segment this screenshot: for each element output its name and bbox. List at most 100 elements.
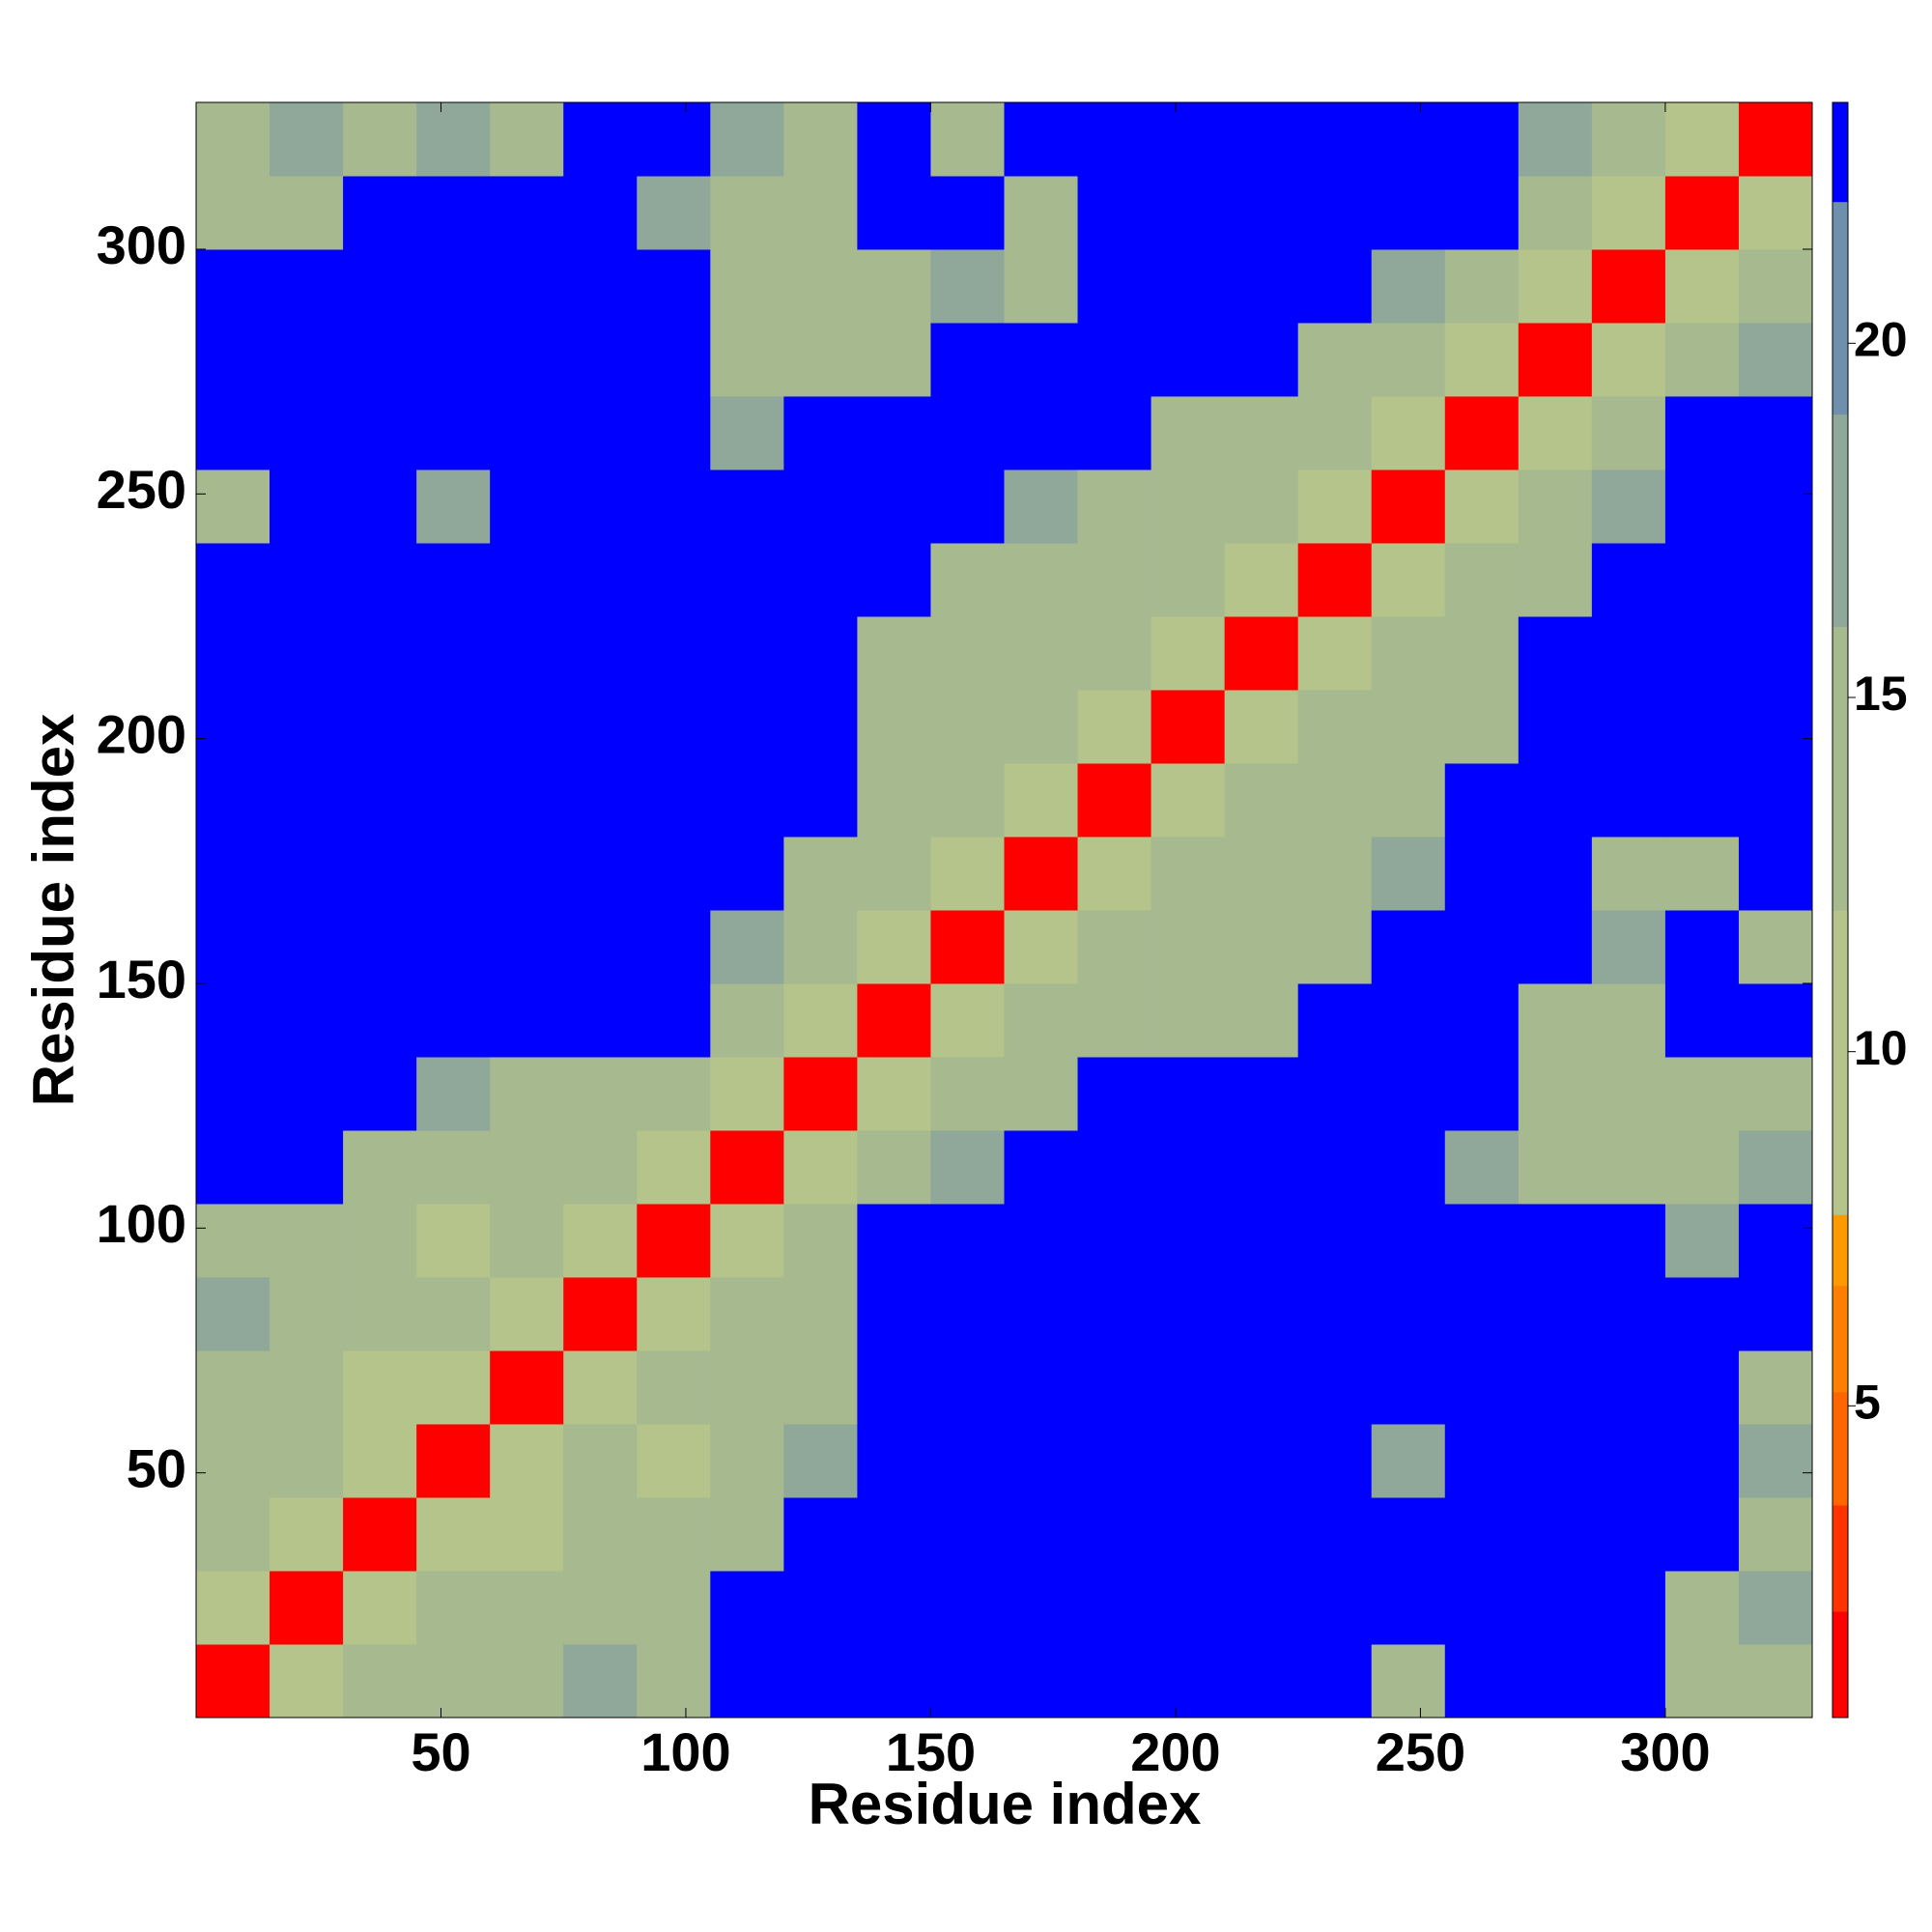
- heatmap-cell: [490, 837, 564, 911]
- heatmap-cell: [1151, 910, 1226, 984]
- heatmap-cell: [783, 102, 858, 177]
- colorbar-band: [1833, 1285, 1848, 1393]
- heatmap-cell: [857, 983, 931, 1058]
- heatmap-cell: [270, 543, 344, 617]
- colorbar-band: [1833, 1214, 1848, 1287]
- heatmap-cell: [637, 690, 711, 764]
- heatmap-cell: [1224, 249, 1299, 324]
- heatmap-cell: [857, 910, 931, 984]
- heatmap-cell: [710, 1277, 784, 1351]
- heatmap-cell: [343, 249, 417, 324]
- heatmap-cell: [1077, 102, 1152, 177]
- heatmap-cell: [1738, 1424, 1813, 1498]
- heatmap-cell: [1664, 616, 1740, 691]
- heatmap-cell: [1151, 1644, 1226, 1719]
- heatmap-cell: [563, 1204, 638, 1278]
- heatmap-cell: [1004, 1644, 1079, 1719]
- heatmap-cell: [343, 543, 417, 617]
- heatmap-cell: [1591, 249, 1666, 324]
- heatmap-cell: [490, 983, 564, 1058]
- heatmap-cell: [1591, 102, 1666, 177]
- heatmap-cell: [783, 1130, 858, 1205]
- heatmap-cell: [637, 102, 711, 177]
- heatmap-cell: [343, 837, 417, 911]
- heatmap-cell: [490, 176, 564, 250]
- heatmap-cell: [857, 837, 931, 911]
- heatmap-cell: [857, 176, 931, 250]
- heatmap-cell: [1224, 690, 1299, 764]
- heatmap-cell: [1371, 1277, 1446, 1351]
- heatmap-cell: [1664, 1277, 1740, 1351]
- heatmap-cell: [1591, 1057, 1666, 1131]
- heatmap-cell: [857, 1497, 931, 1572]
- heatmap-cell: [490, 1277, 564, 1351]
- heatmap-cell: [196, 323, 270, 397]
- heatmap-cell: [196, 1277, 270, 1351]
- heatmap-cell: [416, 1057, 491, 1131]
- heatmap-cell: [1004, 543, 1079, 617]
- heatmap-cell: [416, 396, 491, 470]
- heatmap-cell: [783, 1644, 858, 1719]
- heatmap-cell: [1371, 616, 1446, 691]
- heatmap-cell: [1077, 176, 1152, 250]
- heatmap-cell: [270, 469, 344, 544]
- heatmap-cell: [710, 983, 784, 1058]
- heatmap-cell: [1518, 1130, 1593, 1205]
- heatmap-cell: [930, 396, 1005, 470]
- heatmap-cell: [1444, 1497, 1520, 1572]
- heatmap-cell: [416, 1350, 491, 1425]
- heatmap-cell: [1738, 1350, 1813, 1425]
- x-tick-label: 250: [1376, 1721, 1465, 1782]
- heatmap-cell: [1077, 1057, 1152, 1131]
- heatmap-cell: [1518, 910, 1593, 984]
- heatmap-cell: [783, 249, 858, 324]
- heatmap-cell: [563, 1571, 638, 1645]
- heatmap-cell: [1077, 616, 1152, 691]
- heatmap-cell: [1077, 1497, 1152, 1572]
- heatmap-cell: [1444, 249, 1520, 324]
- heatmap-cell: [1444, 1057, 1520, 1131]
- heatmap-cell: [1444, 1644, 1520, 1719]
- heatmap-cell: [783, 543, 858, 617]
- heatmap-cell: [196, 176, 270, 250]
- heatmap-cell: [1151, 1350, 1226, 1425]
- heatmap-cell: [416, 983, 491, 1058]
- heatmap-cell: [270, 690, 344, 764]
- heatmap-cell: [1004, 763, 1079, 838]
- heatmap-cell: [1371, 1204, 1446, 1278]
- heatmap-cell: [1371, 323, 1446, 397]
- heatmap-cell: [270, 1057, 344, 1131]
- heatmap-cell: [563, 1424, 638, 1498]
- heatmap-cell: [1664, 1571, 1740, 1645]
- heatmap-cell: [1077, 690, 1152, 764]
- heatmap-cell: [1004, 1277, 1079, 1351]
- heatmap-cell: [857, 469, 931, 544]
- heatmap-cell: [416, 543, 491, 617]
- heatmap-cell: [857, 543, 931, 617]
- heatmap-cell: [196, 102, 270, 177]
- heatmap-cell: [1297, 396, 1373, 470]
- heatmap-cell: [637, 396, 711, 470]
- colorbar-tick-label: 5: [1854, 1376, 1881, 1430]
- colorbar-band: [1833, 413, 1848, 628]
- heatmap-cell: [1738, 469, 1813, 544]
- heatmap-cell: [1664, 249, 1740, 324]
- heatmap-cell: [490, 763, 564, 838]
- heatmap-cell: [490, 249, 564, 324]
- heatmap-cell: [1664, 102, 1740, 177]
- heatmap-cell: [270, 1130, 344, 1205]
- heatmap-cell: [196, 1497, 270, 1572]
- heatmap-cell: [710, 763, 784, 838]
- heatmap-cell: [1664, 910, 1740, 984]
- heatmap-cell: [416, 469, 491, 544]
- heatmap-cell: [930, 1350, 1005, 1425]
- heatmap-cell: [1371, 1644, 1446, 1719]
- heatmap-cell: [416, 910, 491, 984]
- heatmap-cell: [1224, 1130, 1299, 1205]
- heatmap-cell: [343, 1424, 417, 1498]
- heatmap-cell: [1004, 1204, 1079, 1278]
- heatmap-cell: [1371, 176, 1446, 250]
- x-tick-label: 100: [640, 1721, 730, 1782]
- heatmap-cell: [270, 983, 344, 1058]
